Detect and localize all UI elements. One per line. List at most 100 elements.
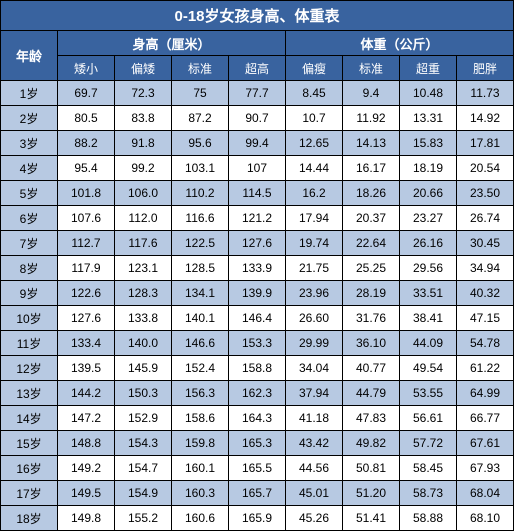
weight-cell: 58.45 — [400, 456, 457, 481]
weight-cell: 67.61 — [457, 431, 514, 456]
age-cell: 11岁 — [1, 331, 58, 356]
height-cell: 123.1 — [115, 256, 172, 281]
height-cell: 144.2 — [58, 381, 115, 406]
weight-cell: 34.94 — [457, 256, 514, 281]
height-cell: 153.3 — [229, 331, 286, 356]
weight-cell: 49.54 — [400, 356, 457, 381]
height-cell: 160.3 — [172, 481, 229, 506]
weight-cell: 38.41 — [400, 306, 457, 331]
height-cell: 122.5 — [172, 231, 229, 256]
weight-cell: 47.83 — [343, 406, 400, 431]
table-row: 3岁88.291.895.699.412.6514.1315.8317.81 — [1, 131, 514, 156]
weight-cell: 56.61 — [400, 406, 457, 431]
growth-table: 0-18岁女孩身高、体重表 年龄 身高（厘米） 体重（公斤） 矮小 偏矮 标准 … — [0, 0, 514, 531]
table-row: 6岁107.6112.0116.6121.217.9420.3723.2726.… — [1, 206, 514, 231]
height-cell: 150.3 — [115, 381, 172, 406]
height-cell: 149.8 — [58, 506, 115, 531]
height-cell: 145.9 — [115, 356, 172, 381]
weight-cell: 41.18 — [286, 406, 343, 431]
age-cell: 5岁 — [1, 181, 58, 206]
weight-cell: 26.74 — [457, 206, 514, 231]
age-cell: 15岁 — [1, 431, 58, 456]
height-col-1: 偏矮 — [115, 56, 172, 81]
age-cell: 13岁 — [1, 381, 58, 406]
height-cell: 114.5 — [229, 181, 286, 206]
age-cell: 8岁 — [1, 256, 58, 281]
height-cell: 80.5 — [58, 106, 115, 131]
height-cell: 128.5 — [172, 256, 229, 281]
weight-cell: 20.37 — [343, 206, 400, 231]
weight-cell: 11.92 — [343, 106, 400, 131]
weight-cell: 18.26 — [343, 181, 400, 206]
weight-cell: 31.76 — [343, 306, 400, 331]
weight-cell: 15.83 — [400, 131, 457, 156]
age-cell: 2岁 — [1, 106, 58, 131]
age-cell: 6岁 — [1, 206, 58, 231]
height-cell: 140.0 — [115, 331, 172, 356]
weight-cell: 29.56 — [400, 256, 457, 281]
height-cell: 117.9 — [58, 256, 115, 281]
weight-cell: 17.81 — [457, 131, 514, 156]
height-cell: 101.8 — [58, 181, 115, 206]
table-row: 18岁149.8155.2160.6165.945.2651.4158.8868… — [1, 506, 514, 531]
table-row: 12岁139.5145.9152.4158.834.0440.7749.5461… — [1, 356, 514, 381]
weight-cell: 20.54 — [457, 156, 514, 181]
weight-cell: 67.93 — [457, 456, 514, 481]
height-group-header: 身高（厘米） — [58, 31, 286, 56]
table-row: 15岁148.8154.3159.8165.343.4249.8257.7267… — [1, 431, 514, 456]
table-row: 2岁80.583.887.290.710.711.9213.3114.92 — [1, 106, 514, 131]
weight-cell: 12.65 — [286, 131, 343, 156]
weight-cell: 16.2 — [286, 181, 343, 206]
table-row: 1岁69.772.37577.78.459.410.4811.73 — [1, 81, 514, 106]
weight-cell: 11.73 — [457, 81, 514, 106]
weight-cell: 43.42 — [286, 431, 343, 456]
weight-cell: 51.41 — [343, 506, 400, 531]
weight-cell: 8.45 — [286, 81, 343, 106]
weight-cell: 50.81 — [343, 456, 400, 481]
age-cell: 18岁 — [1, 506, 58, 531]
height-cell: 112.0 — [115, 206, 172, 231]
weight-cell: 23.96 — [286, 281, 343, 306]
weight-col-1: 标准 — [343, 56, 400, 81]
height-cell: 83.8 — [115, 106, 172, 131]
height-cell: 155.2 — [115, 506, 172, 531]
table-row: 5岁101.8106.0110.2114.516.218.2620.6623.5… — [1, 181, 514, 206]
weight-cell: 28.19 — [343, 281, 400, 306]
height-cell: 152.4 — [172, 356, 229, 381]
height-cell: 133.4 — [58, 331, 115, 356]
height-cell: 152.9 — [115, 406, 172, 431]
height-cell: 90.7 — [229, 106, 286, 131]
height-cell: 158.6 — [172, 406, 229, 431]
age-cell: 3岁 — [1, 131, 58, 156]
height-cell: 146.4 — [229, 306, 286, 331]
height-cell: 121.2 — [229, 206, 286, 231]
weight-col-2: 超重 — [400, 56, 457, 81]
weight-cell: 29.99 — [286, 331, 343, 356]
height-cell: 139.9 — [229, 281, 286, 306]
table-row: 14岁147.2152.9158.6164.341.1847.8356.6166… — [1, 406, 514, 431]
height-cell: 134.1 — [172, 281, 229, 306]
height-cell: 116.6 — [172, 206, 229, 231]
table-row: 8岁117.9123.1128.5133.921.7525.2529.5634.… — [1, 256, 514, 281]
weight-cell: 23.27 — [400, 206, 457, 231]
height-cell: 149.5 — [58, 481, 115, 506]
weight-cell: 25.25 — [343, 256, 400, 281]
weight-cell: 13.31 — [400, 106, 457, 131]
height-cell: 75 — [172, 81, 229, 106]
weight-cell: 23.50 — [457, 181, 514, 206]
height-cell: 165.7 — [229, 481, 286, 506]
weight-cell: 40.32 — [457, 281, 514, 306]
weight-cell: 45.01 — [286, 481, 343, 506]
height-cell: 77.7 — [229, 81, 286, 106]
height-cell: 127.6 — [229, 231, 286, 256]
weight-cell: 44.79 — [343, 381, 400, 406]
height-cell: 165.5 — [229, 456, 286, 481]
weight-cell: 33.51 — [400, 281, 457, 306]
height-cell: 99.2 — [115, 156, 172, 181]
age-cell: 17岁 — [1, 481, 58, 506]
height-cell: 69.7 — [58, 81, 115, 106]
age-cell: 1岁 — [1, 81, 58, 106]
height-col-3: 超高 — [229, 56, 286, 81]
weight-cell: 22.64 — [343, 231, 400, 256]
weight-cell: 64.99 — [457, 381, 514, 406]
